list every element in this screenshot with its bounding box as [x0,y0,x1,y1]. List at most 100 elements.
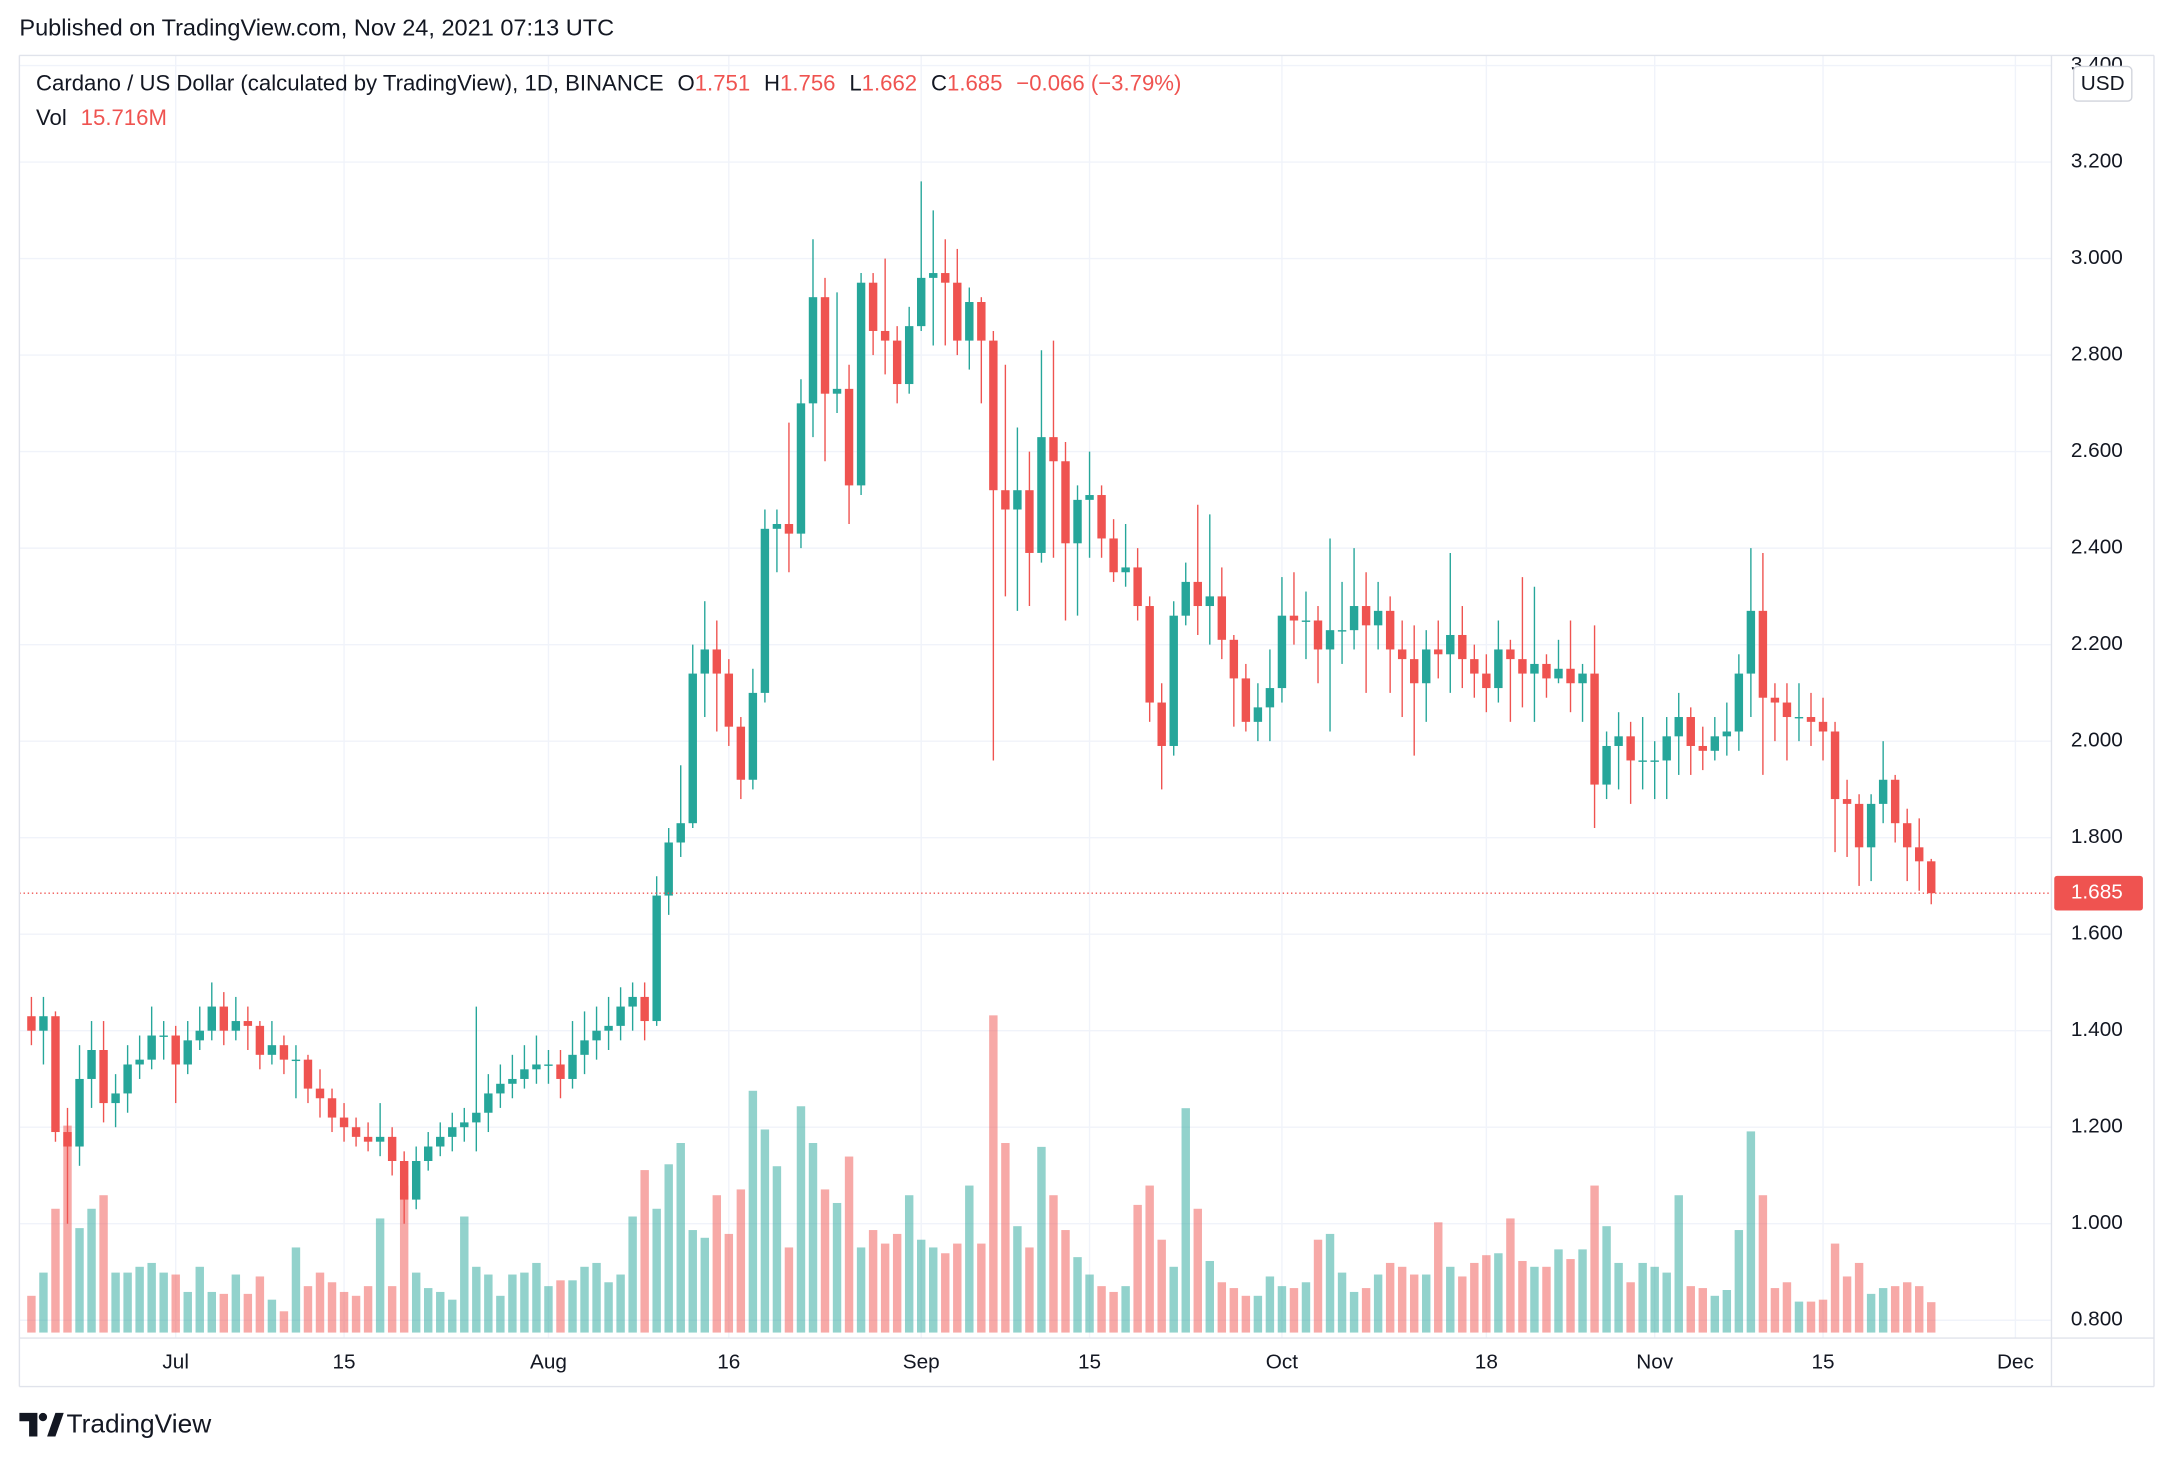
volume-bar [111,1272,120,1333]
volume-bar [1554,1249,1563,1333]
volume-bar [1025,1247,1034,1333]
volume-bar [1205,1260,1214,1333]
candle-body [27,1016,36,1031]
volume-bar [544,1286,553,1333]
volume-bar [207,1291,216,1333]
y-tick-label: 1.400 [2071,1018,2123,1041]
candle-body [1494,649,1503,689]
currency-box[interactable] [2072,65,2133,102]
candle-body [327,1098,337,1118]
candle-body [808,297,818,404]
volume-bar [1578,1249,1587,1333]
candle-body [339,1117,349,1128]
volume-bar [1650,1266,1659,1333]
volume-bar [1037,1146,1046,1333]
candle-body [424,1146,433,1161]
candle-body [544,1064,553,1066]
volume-bar [1277,1286,1287,1333]
open-value: 1.751 [695,70,750,95]
volume-bar [1698,1288,1707,1333]
x-tick-label: 15 [1811,1351,1834,1374]
candle-body [929,273,938,278]
volume-bar [1614,1262,1623,1333]
last-price-tag [2054,875,2143,911]
volume-bar [436,1291,445,1333]
candle-body [1181,581,1190,616]
volume-bar [195,1266,204,1333]
volume-bar [1734,1230,1744,1333]
volume-bar [1409,1274,1419,1333]
candle-body [1590,673,1599,785]
volume-bar [1806,1301,1816,1333]
volume-bar [496,1295,505,1333]
volume-bar [640,1170,649,1333]
volume-bar [1842,1276,1852,1333]
candle-body [351,1127,361,1137]
volume-bar [856,1247,866,1333]
volume-bar [1830,1243,1840,1333]
logo-dot [38,1412,48,1422]
volume-bar [724,1233,734,1333]
candle-body [580,1040,589,1055]
ohlc-label: H [764,70,780,95]
volume-bar [1349,1291,1359,1333]
candle-body [1710,736,1720,751]
candle-body [387,1136,397,1161]
candle-body [856,282,866,486]
x-tick-label: Sep [903,1351,940,1374]
candle-body [231,1021,241,1031]
x-tick-label: 15 [332,1351,355,1374]
candle-body [1542,663,1551,679]
candle-body [784,523,794,534]
candle-body [844,388,854,486]
candle-body [1013,490,1022,510]
candle-body [1409,659,1419,684]
candle-body [1217,596,1227,640]
candle-body [496,1083,505,1094]
candle-body [1602,745,1611,785]
volume-bar [1289,1288,1299,1333]
legend-volume: Vol 15.716M [36,105,167,130]
volume-bar [1746,1131,1756,1333]
volume-bar [820,1189,830,1333]
candle-body [1746,610,1756,674]
volume-bar [375,1218,385,1333]
volume-bar [255,1276,265,1333]
volume-bar [965,1185,974,1333]
candle-body [1193,581,1202,607]
volume-bar [327,1282,337,1333]
volume-bar [1337,1272,1347,1333]
volume-bar [892,1233,902,1333]
published-text: Published on TradingView.com, Nov 24, 20… [19,14,614,40]
volume-bar [1325,1233,1335,1333]
volume-bar [736,1189,746,1333]
candle-body [219,1006,229,1031]
candle-body [1722,731,1732,737]
x-tick-label: 15 [1078,1351,1101,1374]
logo-mark [47,1412,64,1437]
candle-body [1818,721,1828,732]
volume-bar [1313,1239,1323,1333]
candle-body [568,1054,577,1079]
volume-bar [339,1291,349,1333]
candle-body [1121,567,1130,573]
candle-body [1325,630,1335,650]
x-tick-label: 18 [1475,1351,1498,1374]
volume-bar [556,1280,565,1333]
volume-bar [460,1216,469,1333]
volume-bar [1542,1266,1551,1333]
candle-body [1662,736,1671,761]
volume-bar [760,1129,770,1333]
currency-label[interactable]: USD [2081,72,2125,95]
volume-bar [135,1266,144,1333]
legend-ohlc: Cardano / US Dollar (calculated by Tradi… [36,70,1181,95]
volume-bar [1458,1276,1467,1333]
candle-body [868,282,878,331]
volume-bar [159,1272,168,1333]
candle-body [1109,538,1118,573]
candle-body [1830,731,1840,800]
candle-body [724,673,734,727]
volume-bar [784,1247,794,1333]
volume-bar [27,1295,36,1333]
candle-body [399,1160,409,1200]
